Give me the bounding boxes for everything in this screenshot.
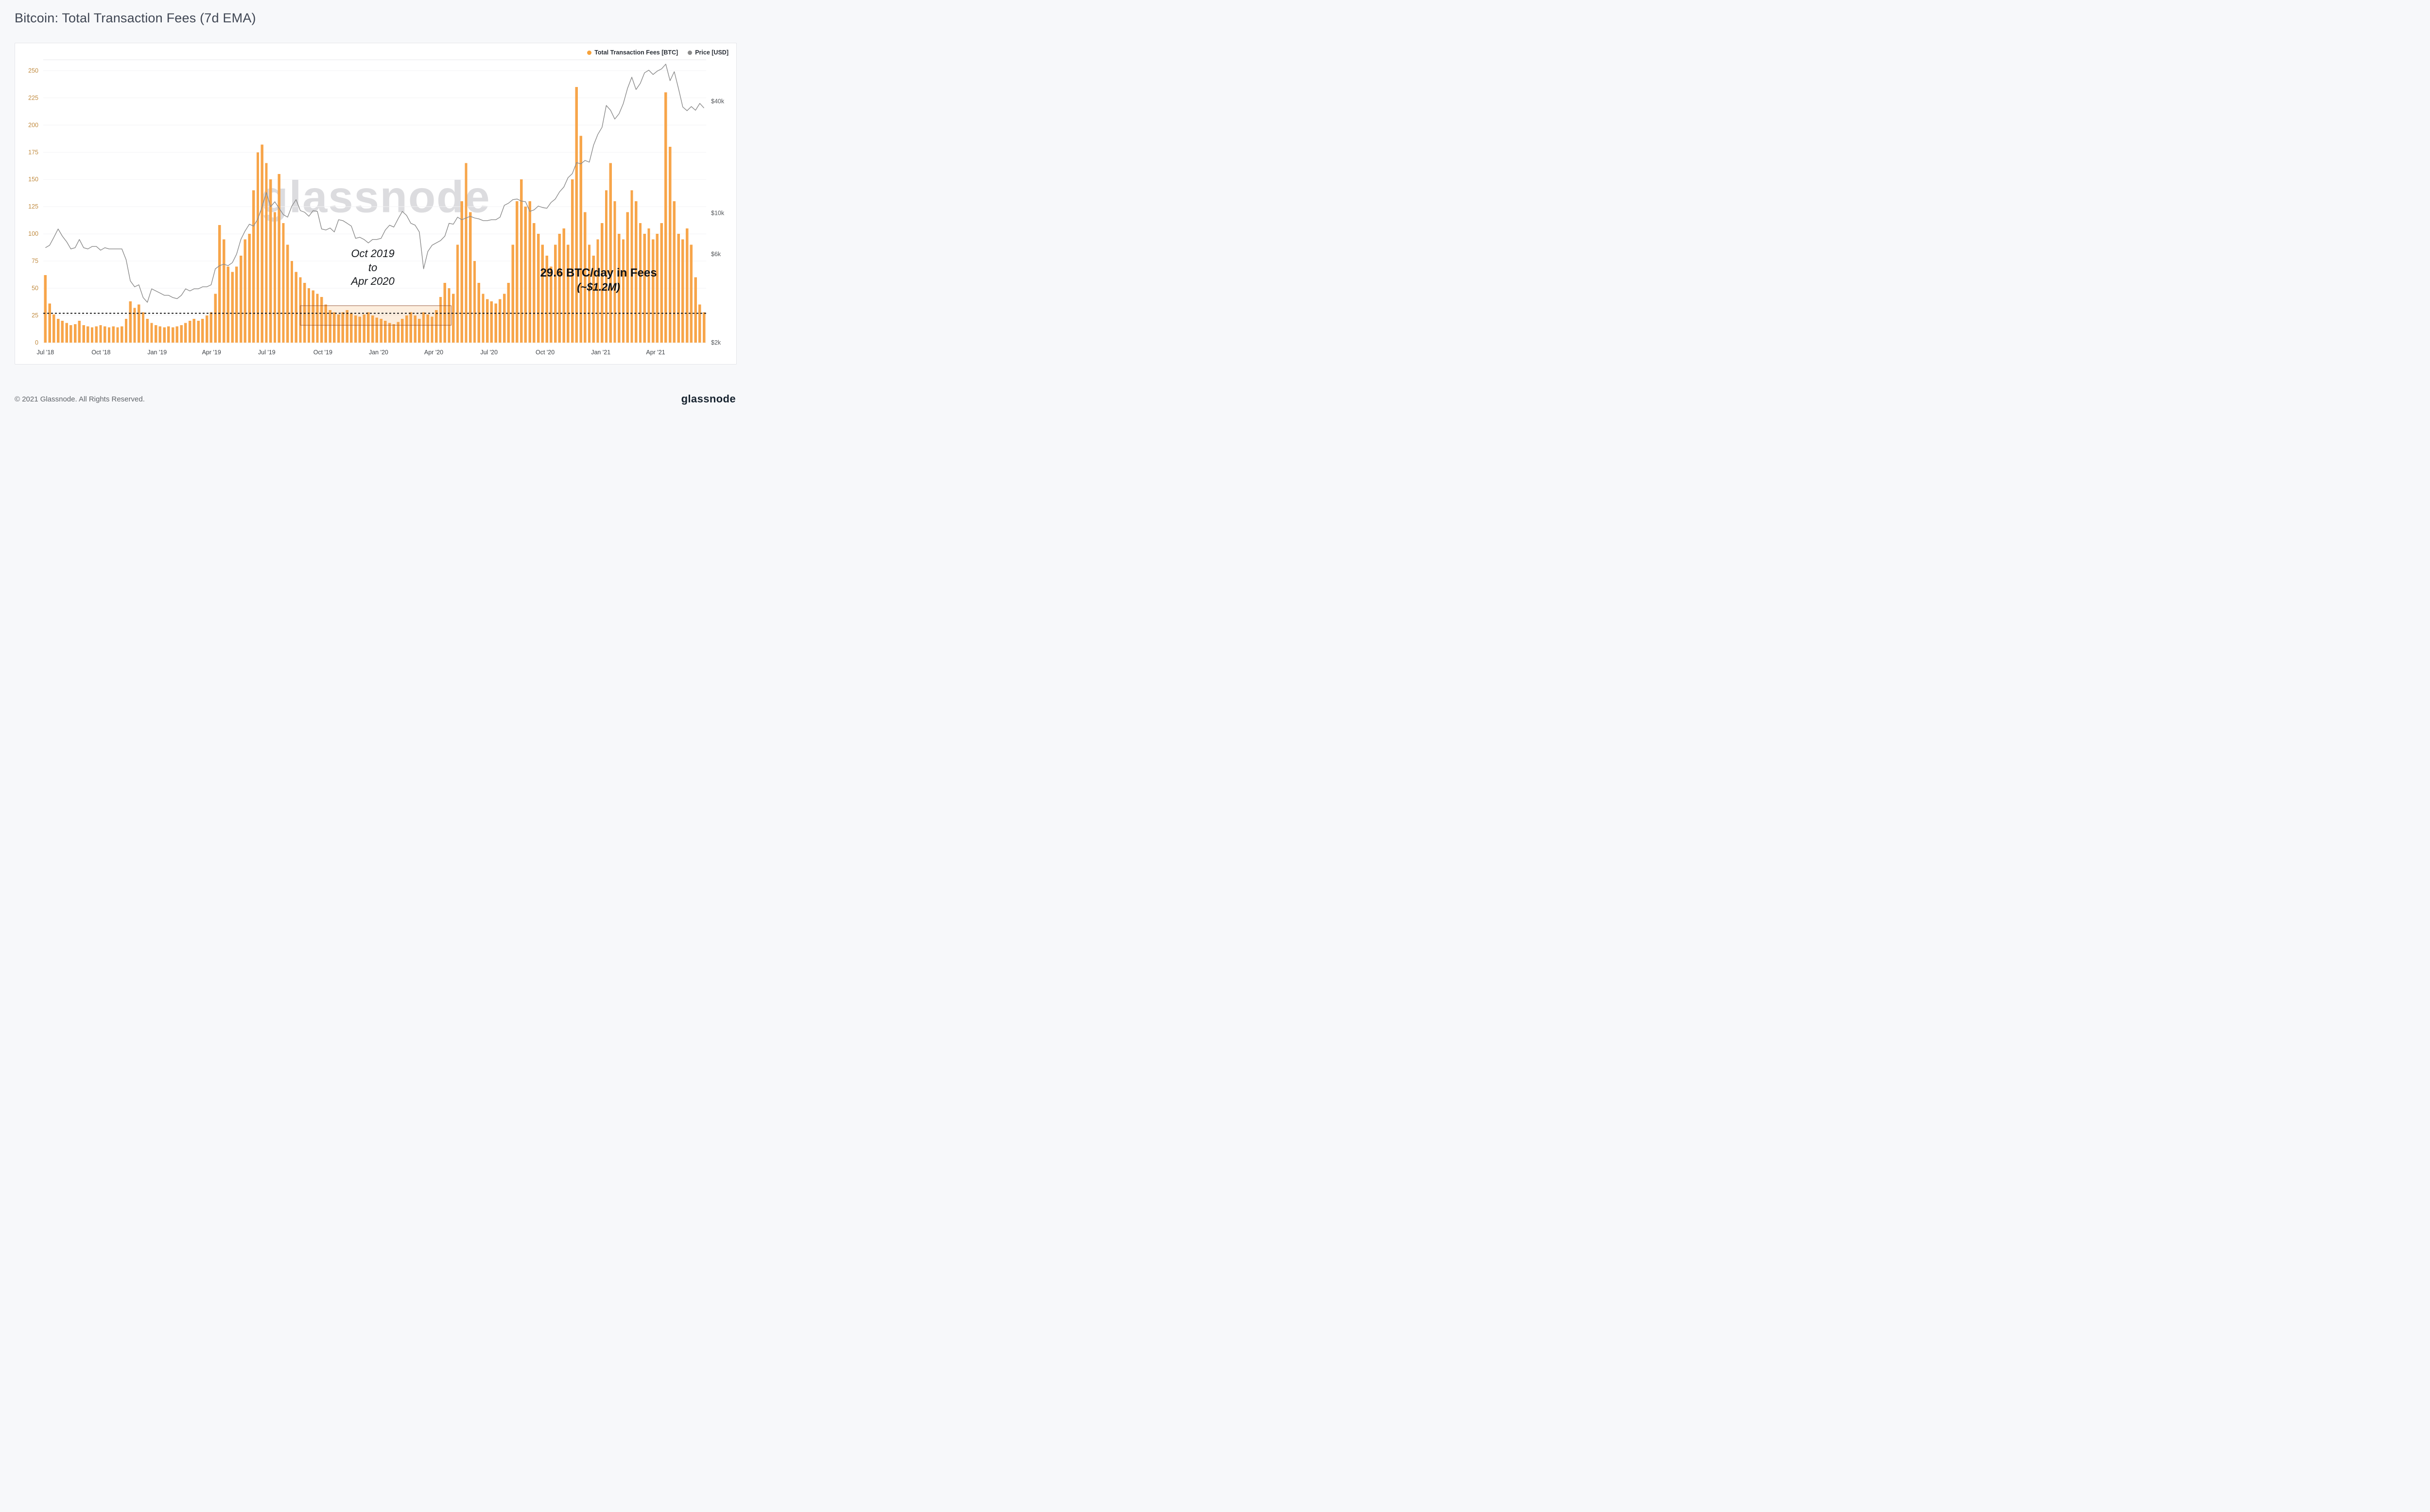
svg-text:Apr '20: Apr '20 <box>424 349 443 356</box>
svg-text:Jan '19: Jan '19 <box>147 349 167 356</box>
svg-text:0: 0 <box>35 339 38 346</box>
legend-label-price: Price [USD] <box>695 49 729 56</box>
svg-text:Oct '19: Oct '19 <box>313 349 332 356</box>
fees-series-dot-icon <box>587 50 592 55</box>
fees-bars-series <box>44 87 706 343</box>
svg-text:$10k: $10k <box>711 209 725 216</box>
price-line-series <box>45 64 705 303</box>
svg-text:225: 225 <box>28 94 38 101</box>
svg-text:100: 100 <box>28 230 38 237</box>
glassnode-chart-page: Bitcoin: Total Transaction Fees (7d EMA)… <box>0 0 750 414</box>
legend-item-fees[interactable]: Total Transaction Fees [BTC] <box>587 49 678 56</box>
svg-text:25: 25 <box>32 312 38 319</box>
svg-text:$40k: $40k <box>711 98 725 105</box>
svg-text:$2k: $2k <box>711 339 721 346</box>
svg-text:Jul '19: Jul '19 <box>258 349 276 356</box>
footer: © 2021 Glassnode. All Rights Reserved. g… <box>15 393 736 405</box>
highlight-box <box>300 305 451 326</box>
svg-text:250: 250 <box>28 67 38 74</box>
right-axis-labels: $2k $6k $10k $40k <box>711 98 725 347</box>
fees-price-chart[interactable]: 0 25 50 75 100 125 150 175 200 225 250 $2k $6k $10k $4… <box>15 43 736 364</box>
left-axis-labels: 0 25 50 75 100 125 150 175 200 225 250 <box>28 67 38 346</box>
svg-text:125: 125 <box>28 203 38 210</box>
svg-text:Jan '20: Jan '20 <box>369 349 388 356</box>
page-title: Bitcoin: Total Transaction Fees (7d EMA) <box>15 11 256 25</box>
legend-item-price[interactable]: Price [USD] <box>688 49 729 56</box>
svg-text:175: 175 <box>28 149 38 156</box>
svg-text:Jan '21: Jan '21 <box>591 349 610 356</box>
gridlines <box>43 59 706 343</box>
copyright-text: © 2021 Glassnode. All Rights Reserved. <box>15 395 145 403</box>
svg-text:Apr '19: Apr '19 <box>202 349 221 356</box>
svg-text:75: 75 <box>32 258 38 264</box>
chart-card: glassnode 0 25 50 75 100 125 150 175 200 225 250 $2… <box>15 43 737 365</box>
svg-text:$6k: $6k <box>711 251 721 258</box>
chart-legend: Total Transaction Fees [BTC] Price [USD] <box>587 49 729 56</box>
svg-text:Jul '18: Jul '18 <box>37 349 54 356</box>
svg-text:150: 150 <box>28 176 38 183</box>
svg-text:200: 200 <box>28 122 38 128</box>
svg-text:Oct '18: Oct '18 <box>91 349 110 356</box>
svg-text:50: 50 <box>32 285 38 292</box>
legend-label-fees: Total Transaction Fees [BTC] <box>594 49 678 56</box>
price-series-dot-icon <box>688 50 693 55</box>
svg-text:Jul '20: Jul '20 <box>480 349 498 356</box>
x-axis-labels: Jul '18 Oct '18 Jan '19 Apr '19 Jul '19 Oct '… <box>37 349 665 356</box>
svg-text:Apr '21: Apr '21 <box>646 349 665 356</box>
svg-text:Oct '20: Oct '20 <box>536 349 555 356</box>
glassnode-logo: glassnode <box>681 393 736 405</box>
